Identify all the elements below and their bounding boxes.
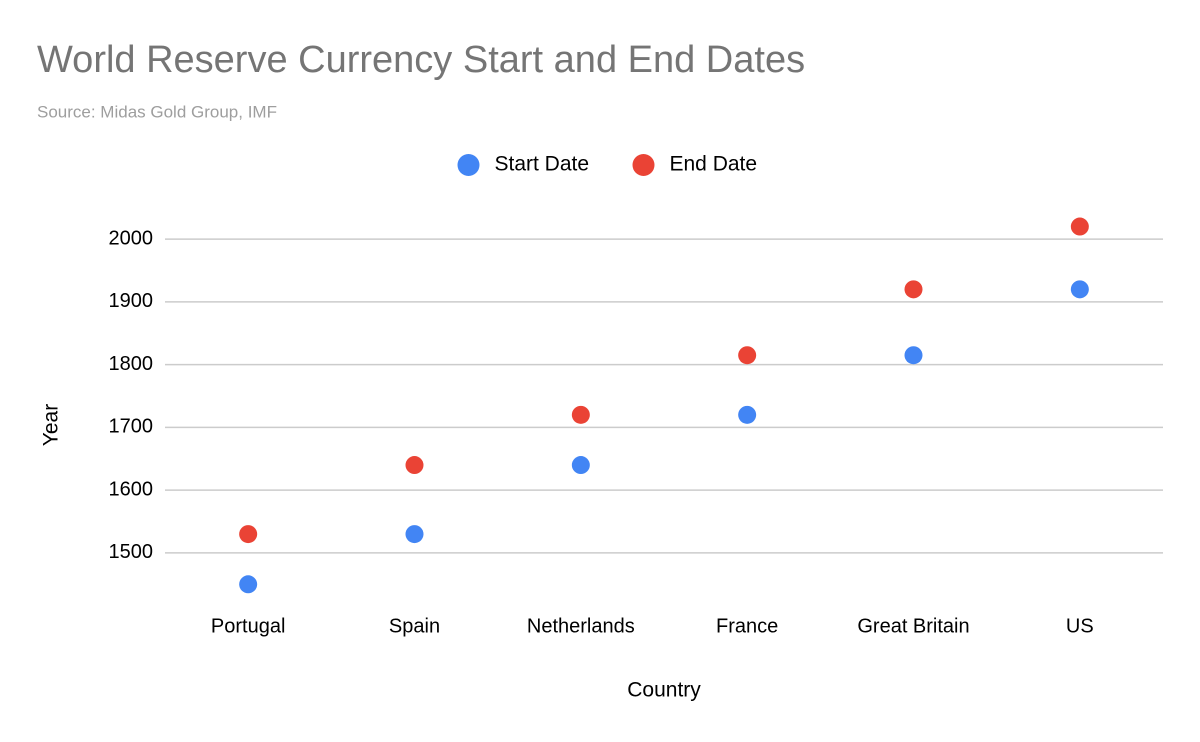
legend-label: Start Date [495,153,590,176]
legend-label: End Date [670,153,758,176]
y-tick-label: 1900 [109,290,154,312]
point [239,525,258,544]
x-tick-label: Portugal [211,615,286,637]
chart-title: World Reserve Currency Start and End Dat… [37,39,805,81]
x-tick-label: US [1066,615,1094,637]
y-tick-label: 1700 [109,416,154,438]
y-axis-title: Year [40,404,63,446]
x-tick-label: France [716,615,778,637]
point [571,456,590,475]
point [904,280,923,299]
y-tick-label: 2000 [109,227,154,249]
point [1070,217,1089,236]
x-axis-title: Country [627,679,701,702]
y-tick-label: 1800 [109,353,154,375]
y-tick-label: 1600 [109,478,154,500]
x-tick-label: Netherlands [527,615,635,637]
point [904,346,923,365]
point [571,405,590,424]
point [738,346,757,365]
x-tick-label: Great Britain [857,615,969,637]
legend-marker [632,154,655,176]
point [1070,280,1089,299]
point [405,525,424,544]
point [405,456,424,475]
x-tick-label: Spain [389,615,440,637]
point [738,405,757,424]
point [239,575,258,594]
chart-subtitle: Source: Midas Gold Group, IMF [37,102,277,121]
legend-marker [457,154,480,176]
y-tick-label: 1500 [109,541,154,563]
